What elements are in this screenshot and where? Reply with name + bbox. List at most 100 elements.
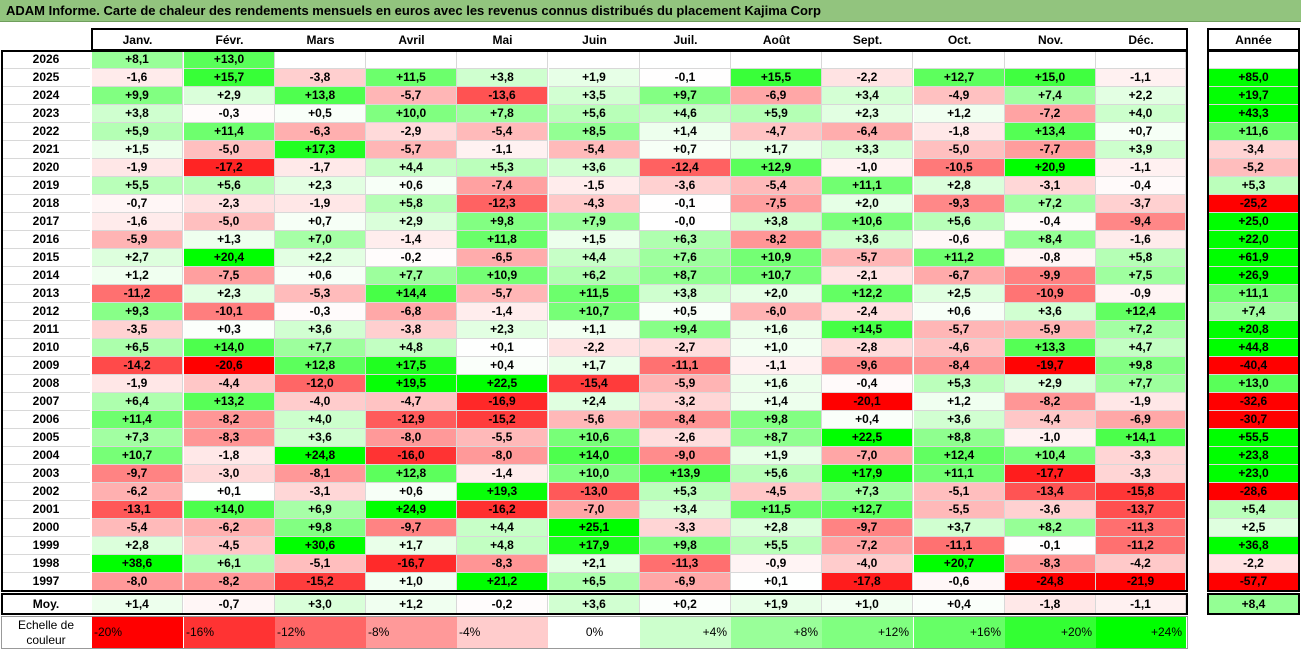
heatmap-cell: +2,4 (549, 393, 640, 411)
heatmap-cell (1005, 51, 1096, 69)
heatmap-cell: +1,9 (549, 69, 640, 87)
heatmap-cell: +0,5 (640, 303, 731, 321)
heatmap-cell: +4,6 (640, 105, 731, 123)
heatmap-cell: +3,6 (275, 321, 366, 339)
row-label-year: 2013 (2, 285, 90, 303)
color-scale-label-line2: couleur (26, 633, 66, 647)
heatmap-cell: -3,8 (366, 321, 457, 339)
heatmap-cell (731, 51, 822, 69)
heatmap-cell: +9,8 (640, 537, 731, 555)
heatmap-cell: -1,6 (92, 69, 183, 87)
heatmap-cell: +3,9 (1096, 141, 1186, 159)
heatmap-cell: -4,4 (1005, 411, 1096, 429)
heatmap-cell: +19,5 (366, 375, 457, 393)
heatmap-cell: -6,0 (731, 303, 822, 321)
heatmap-cell: +10,7 (549, 303, 640, 321)
color-scale-swatch: +16% (914, 617, 1005, 648)
row-label-year: 2005 (2, 429, 90, 447)
heatmap-cell: -15,2 (275, 573, 366, 591)
heatmap-cell: -5,9 (1005, 321, 1096, 339)
heatmap-cell: +24,8 (275, 447, 366, 465)
heatmap-cell: -15,8 (1096, 483, 1186, 501)
heatmap-cell: +22,5 (457, 375, 548, 393)
heatmap-cell: +0,7 (640, 141, 731, 159)
heatmap-cell: +7,3 (822, 483, 913, 501)
heatmap-cell: +12,7 (914, 69, 1005, 87)
heatmap-cell: -5,7 (822, 249, 913, 267)
heatmap-cell: -1,9 (1096, 393, 1186, 411)
row-label-year: 2026 (2, 51, 90, 69)
heatmap-cell: -9,4 (1096, 213, 1186, 231)
heatmap-cell: -0,9 (731, 555, 822, 573)
heatmap-cell (822, 51, 913, 69)
heatmap-cell: -10,5 (914, 159, 1005, 177)
heatmap-cell: -4,0 (275, 393, 366, 411)
column-header: Juin (582, 33, 607, 47)
heatmap-cell: +14,0 (549, 447, 640, 465)
heatmap-cell: +8,7 (731, 429, 822, 447)
heatmap-cell: -3,2 (640, 393, 731, 411)
heatmap-cell: -5,4 (549, 141, 640, 159)
annual-cell: +25,0 (1208, 213, 1299, 231)
heatmap-cell: +5,8 (366, 195, 457, 213)
heatmap-cell: -13,4 (1005, 483, 1096, 501)
heatmap-cell: -6,3 (275, 123, 366, 141)
annual-cell: +61,9 (1208, 249, 1299, 267)
annual-cell: +55,5 (1208, 429, 1299, 447)
heatmap-cell: +11,1 (822, 177, 913, 195)
heatmap-cell: -4,2 (1096, 555, 1186, 573)
heatmap-cell: +1,1 (549, 321, 640, 339)
heatmap-cell: +1,0 (366, 573, 457, 591)
heatmap-cell: -0,4 (822, 375, 913, 393)
heatmap-cell: -17,8 (822, 573, 913, 591)
heatmap-cell: +12,8 (366, 465, 457, 483)
heatmap-cell: +1,9 (731, 447, 822, 465)
column-header: Mars (306, 33, 335, 47)
heatmap-cell: -17,2 (184, 159, 275, 177)
heatmap-cell: +8,8 (914, 429, 1005, 447)
heatmap-cell: +1,6 (731, 321, 822, 339)
average-cell: +3,0 (275, 594, 366, 614)
heatmap-cell: +0,7 (275, 213, 366, 231)
annual-cell: +7,4 (1208, 303, 1299, 321)
heatmap-cell: -3,1 (1005, 177, 1096, 195)
heatmap-cell: -9,6 (822, 357, 913, 375)
heatmap-cell: -2,6 (640, 429, 731, 447)
annual-cell: +5,3 (1208, 177, 1299, 195)
column-header: Juil. (673, 33, 698, 47)
heatmap-cell: +12,8 (275, 357, 366, 375)
row-label-year: 2003 (2, 465, 90, 483)
heatmap-cell: +17,5 (366, 357, 457, 375)
row-label-year: 2002 (2, 483, 90, 501)
heatmap-cell: +6,9 (275, 501, 366, 519)
heatmap-cell: -1,9 (275, 195, 366, 213)
heatmap-cell: +0,5 (275, 105, 366, 123)
average-row-label: Moy. (32, 597, 60, 611)
heatmap-cell: -1,6 (92, 213, 183, 231)
heatmap-cell: +3,4 (822, 87, 913, 105)
heatmap-cell: +7,5 (1096, 267, 1186, 285)
heatmap-cell: -9,7 (822, 519, 913, 537)
heatmap-cell: -1,4 (457, 465, 548, 483)
heatmap-cell: +3,6 (914, 411, 1005, 429)
heatmap-cell: -1,8 (184, 447, 275, 465)
heatmap-cell: -3,0 (184, 465, 275, 483)
heatmap-cell: -1,0 (822, 159, 913, 177)
heatmap-cell: +7,8 (457, 105, 548, 123)
heatmap-cell: -8,3 (1005, 555, 1096, 573)
heatmap-cell: -5,9 (92, 231, 183, 249)
heatmap-cell: +25,1 (549, 519, 640, 537)
heatmap-cell: -4,9 (914, 87, 1005, 105)
heatmap-cell: +1,7 (549, 357, 640, 375)
heatmap-cell: +3,6 (822, 231, 913, 249)
heatmap-cell: +6,1 (184, 555, 275, 573)
row-label-year: 2009 (2, 357, 90, 375)
average-cell: -0,7 (184, 594, 275, 614)
heatmap-cell: -8,4 (640, 411, 731, 429)
heatmap-cell: -4,6 (914, 339, 1005, 357)
heatmap-cell: -10,1 (184, 303, 275, 321)
heatmap-cell: +10,4 (1005, 447, 1096, 465)
heatmap-cell: -4,5 (184, 537, 275, 555)
annual-cell: +85,0 (1208, 69, 1299, 87)
heatmap-cell: -7,2 (822, 537, 913, 555)
